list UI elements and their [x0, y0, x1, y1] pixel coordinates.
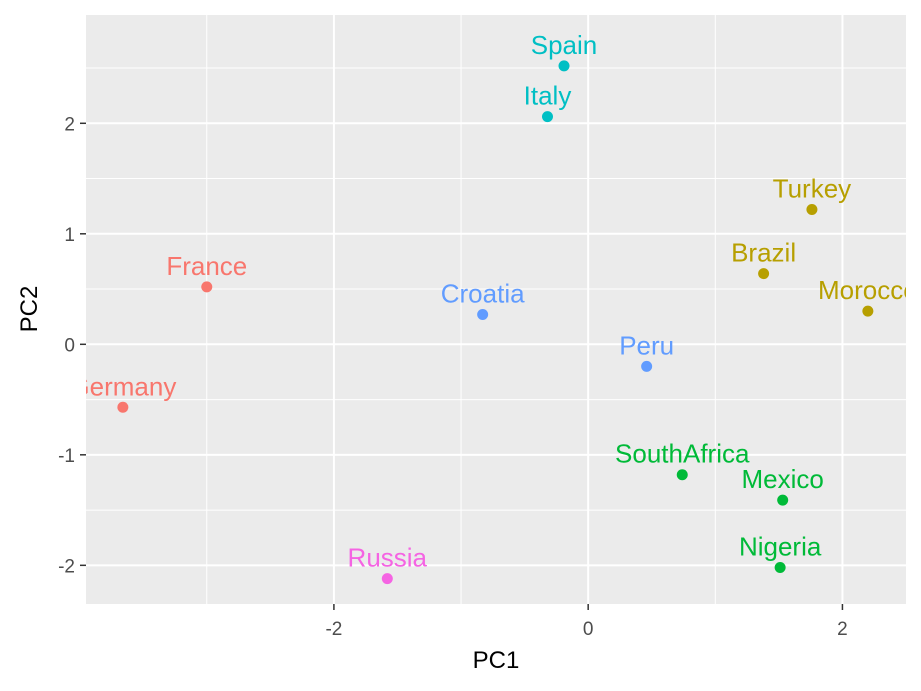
x-tick-label: 2	[837, 619, 848, 640]
x-axis: -2 0 2	[325, 604, 848, 640]
point-label-brazil: Brazil	[731, 238, 796, 268]
point-label-italy: Italy	[524, 81, 572, 111]
data-points	[117, 60, 874, 585]
data-point-nigeria	[774, 562, 786, 574]
point-label-morocco: Morocco	[818, 275, 918, 305]
point-label-russia: Russia	[348, 543, 428, 573]
minor-gridlines	[86, 15, 906, 604]
data-point-france	[201, 281, 213, 293]
x-tick-label: -2	[325, 619, 342, 640]
y-tick-label: 2	[64, 114, 75, 135]
y-tick-label: 1	[64, 225, 75, 246]
x-axis-title: PC1	[473, 647, 520, 674]
major-gridlines	[86, 15, 906, 604]
data-point-turkey	[806, 203, 818, 215]
data-point-croatia	[477, 308, 489, 320]
data-point-russia	[381, 573, 393, 585]
data-point-brazil	[758, 268, 770, 280]
point-label-turkey: Turkey	[773, 173, 852, 203]
point-label-france: France	[166, 251, 247, 281]
point-label-croatia: Croatia	[441, 278, 525, 308]
point-label-southafrica: SouthAfrica	[615, 439, 750, 469]
point-label-nigeria: Nigeria	[739, 532, 822, 562]
data-point-mexico	[777, 494, 789, 506]
data-point-italy	[541, 111, 553, 123]
y-axis: -2 -1 0 1 2	[58, 114, 86, 577]
point-label-mexico: Mexico	[742, 464, 824, 494]
data-point-southafrica	[676, 469, 688, 481]
data-point-germany	[117, 401, 129, 413]
point-label-peru: Peru	[619, 330, 674, 360]
point-label-germany: Germany	[69, 371, 176, 401]
y-tick-label: 0	[64, 335, 75, 356]
data-point-morocco	[862, 305, 874, 317]
x-tick-label: 0	[583, 619, 594, 640]
y-tick-label: -1	[58, 446, 75, 467]
plot-panel	[86, 15, 906, 604]
y-tick-label: -2	[58, 556, 75, 577]
data-point-peru	[641, 360, 653, 372]
y-axis-title: PC2	[16, 286, 43, 333]
point-labels: Spain Italy Turkey Brazil Morocco France Germa…	[69, 30, 918, 573]
data-point-spain	[558, 60, 570, 72]
point-label-spain: Spain	[531, 30, 598, 60]
